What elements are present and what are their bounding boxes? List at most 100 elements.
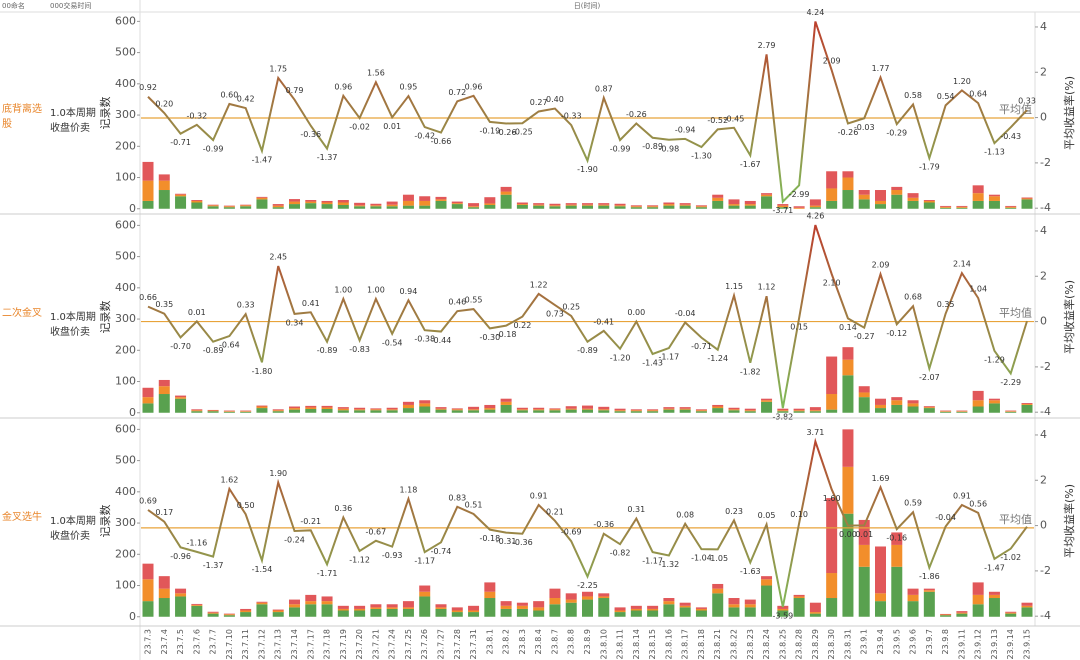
bar-segment	[695, 410, 707, 412]
bar-segment	[614, 206, 626, 209]
bar-segment	[435, 200, 447, 209]
y-tick-label: 100	[115, 171, 136, 184]
bar-segment	[191, 409, 203, 411]
x-tick-label: 23.9.1	[860, 629, 869, 654]
value-label: -0.33	[561, 112, 582, 121]
bar-segment	[337, 410, 349, 413]
bar-segment	[484, 598, 496, 617]
bar-segment	[451, 607, 463, 611]
bar-segment	[402, 607, 414, 609]
bar-segment	[647, 610, 659, 617]
y-tick-label: 400	[115, 77, 136, 90]
y-tick-label: 0	[129, 202, 136, 215]
bar-segment	[875, 190, 886, 201]
bar-segment	[451, 409, 463, 411]
row-sublabel: 1.0本周期	[50, 516, 96, 527]
bar-segment	[582, 599, 593, 617]
bar-segment	[272, 205, 284, 208]
bar-segment	[191, 410, 203, 412]
y2-tick-label: 4	[1040, 224, 1047, 237]
value-label: 0.01	[383, 122, 401, 131]
y2-tick-label: 2	[1040, 65, 1047, 78]
bar-segment	[175, 596, 187, 617]
y2-tick-label: -2	[1040, 156, 1051, 169]
value-label: 0.14	[839, 323, 857, 332]
value-label: -0.36	[593, 520, 614, 529]
bar-segment	[777, 605, 789, 609]
bar-segment	[630, 410, 642, 412]
x-tick-label: 23.8.18	[697, 629, 706, 660]
bar-segment	[956, 205, 968, 207]
bar-segment	[565, 593, 577, 600]
bar-segment	[858, 397, 870, 413]
y2-title: 平均收益率(%)	[1062, 76, 1076, 150]
value-label: -3.71	[772, 206, 793, 215]
bar-segment	[516, 608, 528, 617]
bar-segment	[875, 593, 886, 602]
bar-segment	[158, 394, 170, 413]
bar-segment	[793, 411, 805, 413]
x-tick-label: 23.8.11	[616, 629, 625, 660]
y-tick-label: 500	[115, 250, 136, 263]
bar-segment	[191, 411, 203, 413]
bar-segment	[647, 605, 659, 609]
value-label: 0.35	[155, 300, 173, 309]
value-label: -1.17	[414, 557, 435, 566]
bar-segment	[728, 199, 740, 205]
value-label: -3.59	[772, 611, 793, 620]
y2-tick-label: 2	[1040, 269, 1047, 282]
value-label: 1.00	[334, 285, 352, 294]
bar-segment	[223, 410, 235, 412]
bar-segment	[695, 207, 707, 209]
value-label: -1.30	[691, 152, 712, 161]
bar-segment	[289, 607, 300, 617]
bar-segment	[240, 206, 252, 209]
y-tick-label: 100	[115, 579, 136, 592]
bar-segment	[907, 400, 919, 404]
bar-segment	[647, 206, 659, 208]
bar-segment	[858, 190, 870, 195]
bar-segment	[777, 610, 789, 617]
bar-segment	[158, 174, 170, 181]
value-label: -1.63	[740, 567, 761, 576]
bar-segment	[598, 409, 610, 411]
bar-segment	[956, 411, 968, 413]
value-label: 0.64	[969, 90, 987, 99]
value-label: 0.33	[1018, 97, 1036, 106]
bar-segment	[858, 194, 870, 200]
bar-segment	[663, 409, 675, 413]
bar-segment	[240, 612, 252, 617]
x-tick-label: 23.9.7	[925, 629, 934, 654]
bar-segment	[500, 404, 512, 413]
value-label: -1.12	[349, 555, 370, 564]
bar-segment	[354, 205, 366, 207]
bar-segment	[923, 200, 935, 203]
bar-segment	[337, 202, 349, 206]
bar-segment	[614, 610, 626, 613]
bar-segment	[891, 544, 903, 567]
bar-segment	[826, 598, 838, 617]
bar-segment	[533, 203, 545, 205]
value-label: -3.82	[772, 413, 793, 422]
bar-segment	[500, 398, 512, 402]
value-label: 1.77	[872, 64, 890, 73]
bar-segment	[907, 601, 919, 617]
value-label: 2.14	[953, 260, 971, 269]
bar-segment	[891, 532, 903, 545]
value-label: -1.47	[984, 563, 1005, 572]
bar-segment	[321, 202, 333, 205]
bar-segment	[1021, 404, 1033, 413]
bar-segment	[272, 207, 284, 209]
bar-segment	[972, 200, 984, 209]
x-tick-label: 23.9.15	[1023, 629, 1032, 660]
bar-segment	[956, 612, 968, 614]
bar-segment	[565, 205, 577, 209]
row-label: 二次金叉	[2, 308, 42, 319]
bar-segment	[744, 411, 756, 413]
bar-segment	[891, 566, 903, 617]
bar-segment	[207, 205, 219, 207]
bar-segment	[321, 200, 333, 203]
bar-segment	[842, 190, 854, 209]
bar-segment	[777, 204, 789, 206]
value-label: 1.18	[400, 485, 418, 494]
